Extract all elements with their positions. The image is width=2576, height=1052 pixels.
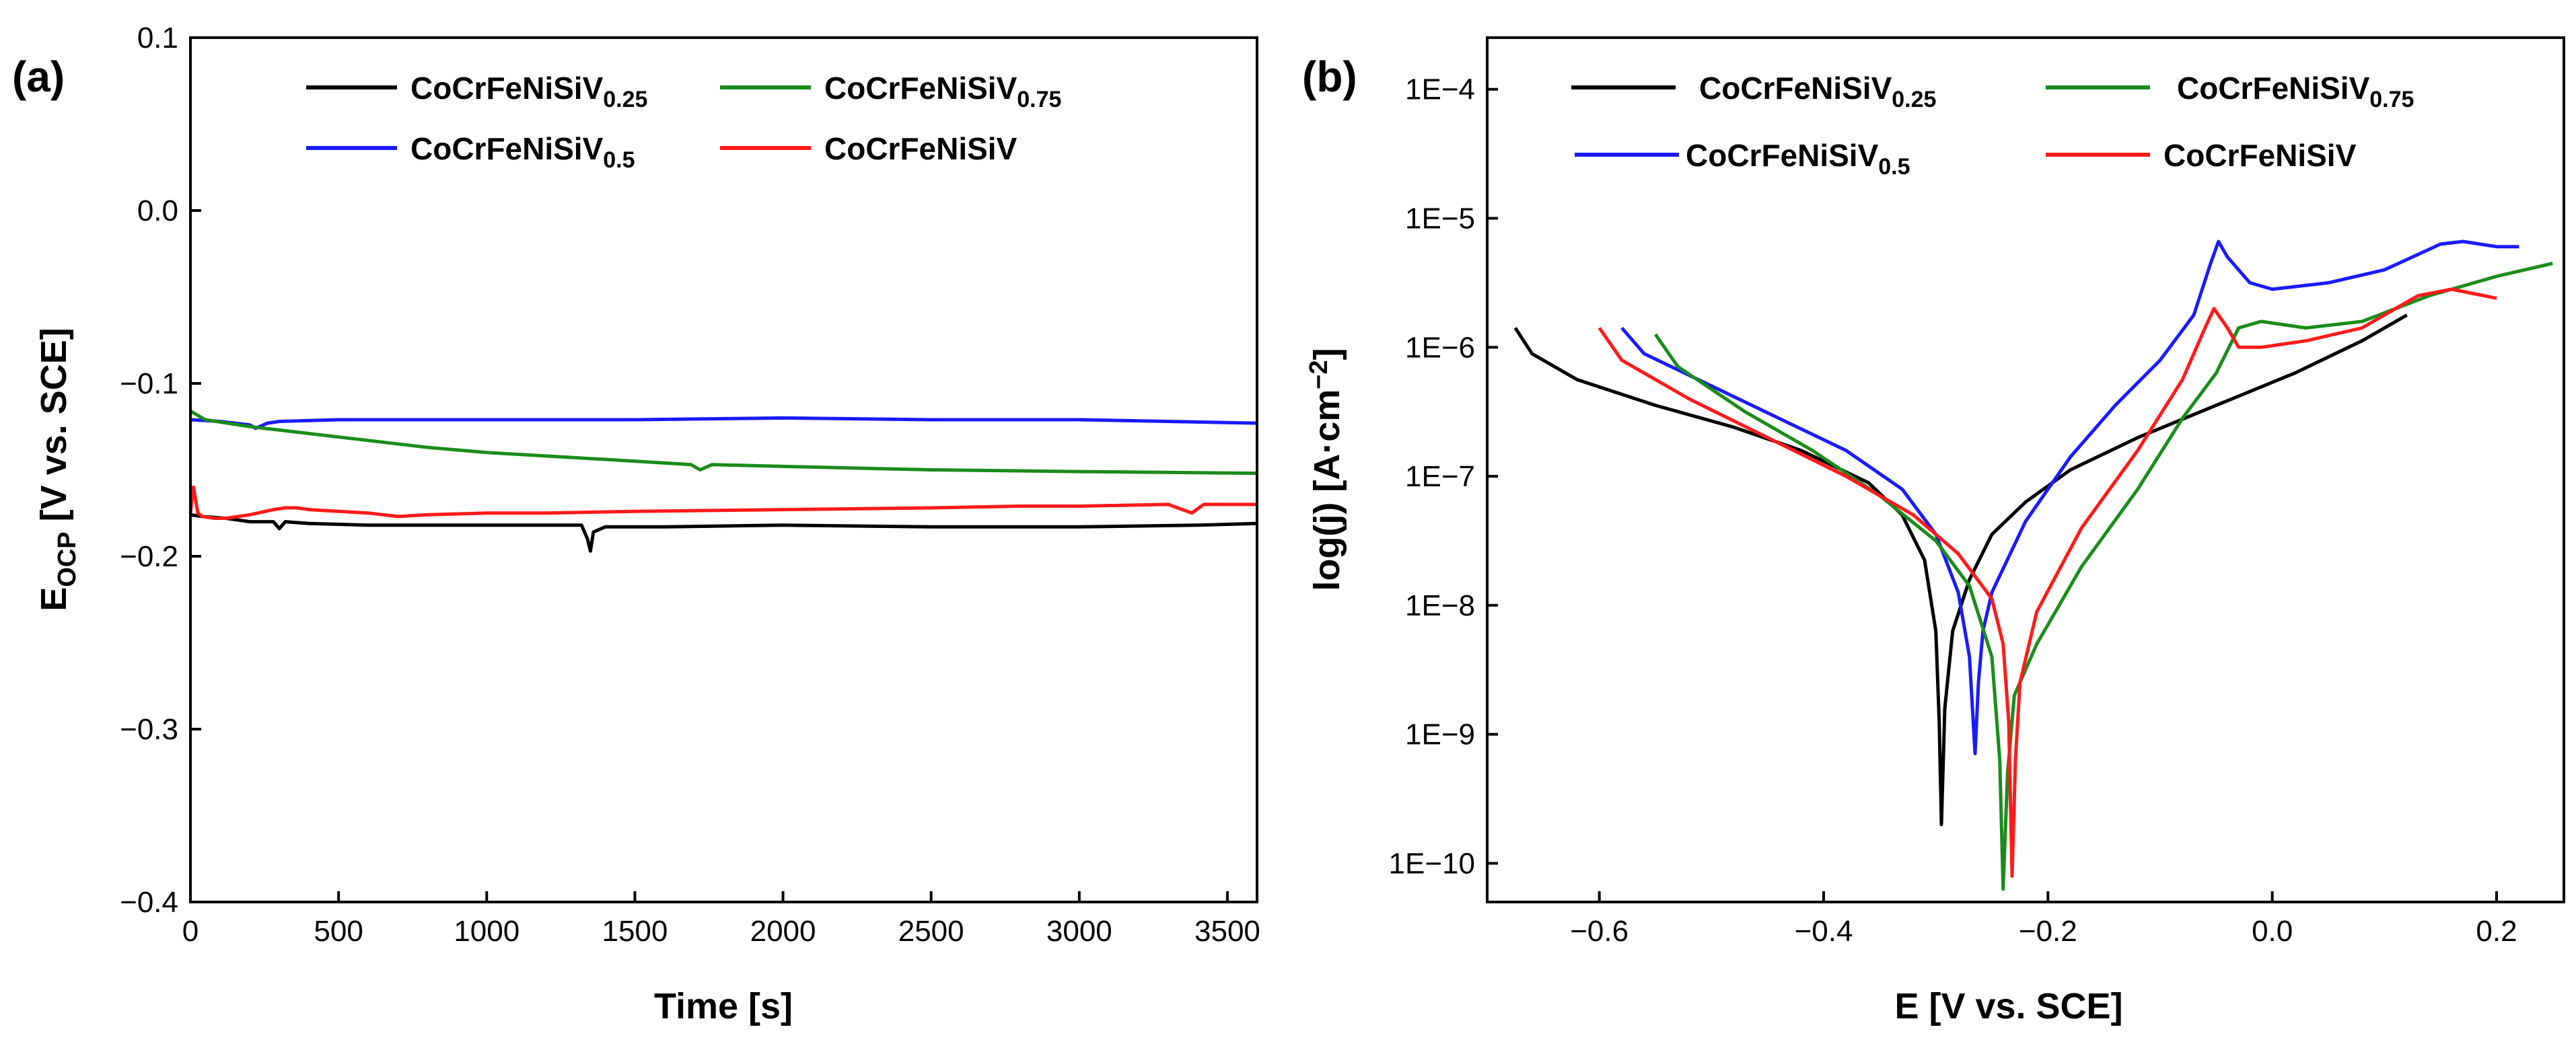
panel-b-y-label-main: log(j) [A·cm <box>1307 389 1347 591</box>
panel-a-y-axis-label: EOCP [V vs. SCE] <box>34 328 81 611</box>
x-tick-label: 2000 <box>750 915 816 948</box>
legend-sub: 0.5 <box>1878 154 1910 180</box>
series-line-v1 <box>188 485 1257 520</box>
x-tick-label: −0.6 <box>1570 915 1629 948</box>
y-tick-label: −0.3 <box>120 713 178 746</box>
panel-b-legend: CoCrFeNiSiV0.25 CoCrFeNiSiV0.75 CoCrFeNi… <box>1571 71 2414 180</box>
legend-name: CoCrFeNiSiV <box>410 131 604 166</box>
y-tick-label: 1E−4 <box>1405 73 1475 106</box>
x-tick-label: −0.2 <box>2019 915 2077 948</box>
series-line-v1 <box>1598 287 2497 878</box>
y-tick-label: 1E−6 <box>1405 331 1475 364</box>
panel-b-y-axis-label: log(j) [A·cm−2] <box>1305 348 1347 591</box>
x-tick-label: 500 <box>314 915 363 948</box>
panel-a-label: (a) <box>12 52 65 101</box>
panel-a-y-ticks: −0.4 −0.3 −0.2 −0.1 0.0 0.1 <box>120 22 201 919</box>
panel-b-series <box>1513 239 2553 891</box>
y-tick-label: 1E−8 <box>1405 589 1475 622</box>
x-tick-label: 1500 <box>602 915 668 948</box>
series-line-v025 <box>1513 313 2408 827</box>
legend-name: CoCrFeNiSiV <box>1686 138 1879 173</box>
legend-label-v1: CoCrFeNiSiV <box>824 131 1017 166</box>
legend-name: CoCrFeNiSiV <box>2163 138 2357 173</box>
panel-a-y-label-rest: [V vs. SCE] <box>34 328 74 531</box>
x-tick-label: 2500 <box>898 915 964 948</box>
x-tick-label: −0.4 <box>1795 915 1853 948</box>
x-tick-label: 0.0 <box>2252 915 2293 948</box>
y-tick-label: 0.0 <box>137 194 178 227</box>
legend-sub: 0.25 <box>1892 87 1936 112</box>
legend-b-label-v025: CoCrFeNiSiV0.25 <box>1699 71 1936 112</box>
panel-b-y-label-rest: ] <box>1307 348 1347 360</box>
legend-name: CoCrFeNiSiV <box>2177 71 2370 106</box>
legend-label-v025: CoCrFeNiSiV0.25 <box>410 71 647 112</box>
panel-b-x-axis-label: E [V vs. SCE] <box>1894 986 2122 1026</box>
legend-sub: 0.25 <box>603 87 647 112</box>
panel-a-series <box>188 409 1258 553</box>
y-tick-label: 0.1 <box>137 22 178 54</box>
series-line-v075 <box>189 409 1258 476</box>
legend-label-v075: CoCrFeNiSiV0.75 <box>824 71 1061 112</box>
y-tick-label: −0.2 <box>120 540 178 573</box>
legend-sub: 0.75 <box>2369 87 2414 112</box>
series-line-v025 <box>190 513 1258 553</box>
panel-b-y-ticks: 1E−10 1E−9 1E−8 1E−7 1E−6 1E−5 1E−4 <box>1389 73 1498 880</box>
panel-a-x-ticks: 0 500 1000 1500 2000 2500 3000 3500 <box>182 891 1260 948</box>
legend-sub: 0.5 <box>603 147 635 173</box>
x-tick-label: 0 <box>182 915 199 948</box>
legend-name: CoCrFeNiSiV <box>824 131 1017 166</box>
x-tick-label: 1000 <box>454 915 520 948</box>
legend-b-label-v1: CoCrFeNiSiV <box>2163 138 2357 173</box>
panel-b-x-ticks: −0.6 −0.4 −0.2 0.0 0.2 <box>1570 891 2517 948</box>
panel-a-legend: CoCrFeNiSiV0.25 CoCrFeNiSiV0.5 CoCrFeNiS… <box>306 71 1061 173</box>
y-tick-label: 1E−10 <box>1389 847 1475 880</box>
y-tick-label: 1E−9 <box>1405 718 1475 751</box>
y-tick-label: −0.4 <box>120 886 178 919</box>
legend-sub: 0.75 <box>1017 87 1061 112</box>
panel-a: (a) 0 500 1000 1500 2000 2500 3000 3500 −0.4−0.… <box>12 22 1260 1026</box>
series-line-v05 <box>1620 239 2519 755</box>
x-tick-label: 3000 <box>1046 915 1112 948</box>
series-line-v05 <box>190 416 1258 430</box>
legend-name: CoCrFeNiSiV <box>410 71 604 106</box>
panel-b: (b) −0.6 −0.4 −0.2 0.0 0.2 1E−10 1E−9 1E−8 1E−7… <box>1302 36 2565 1026</box>
panel-a-y-label-main: E <box>34 587 74 611</box>
series-line-v075 <box>1653 262 2553 891</box>
y-tick-label: −0.1 <box>120 367 178 400</box>
legend-b-label-v075: CoCrFeNiSiV0.75 <box>2177 71 2414 112</box>
x-tick-label: 0.2 <box>2476 915 2517 948</box>
panel-a-y-label-sub: OCP <box>53 531 81 587</box>
legend-label-v05: CoCrFeNiSiV0.5 <box>410 131 635 173</box>
panel-b-label: (b) <box>1302 52 1357 101</box>
panel-a-frame <box>189 36 1258 903</box>
y-tick-label: 1E−5 <box>1405 202 1475 235</box>
panel-b-y-label-sup: −2 <box>1305 360 1333 389</box>
legend-b-label-v05: CoCrFeNiSiV0.5 <box>1686 138 1910 180</box>
y-tick-label: 1E−7 <box>1405 460 1475 493</box>
legend-name: CoCrFeNiSiV <box>824 71 1017 106</box>
panel-b-frame <box>1486 36 2565 903</box>
panel-a-x-axis-label: Time [s] <box>654 986 793 1026</box>
legend-name: CoCrFeNiSiV <box>1699 71 1892 106</box>
x-tick-label: 3500 <box>1194 915 1260 948</box>
